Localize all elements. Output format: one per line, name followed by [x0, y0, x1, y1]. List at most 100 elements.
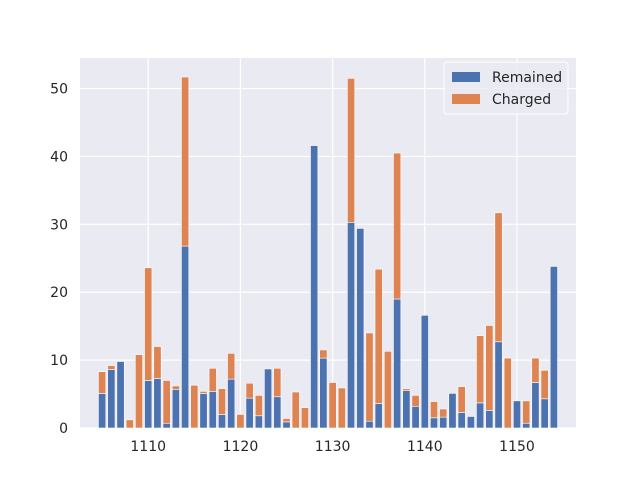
bar-remained	[208, 391, 217, 429]
bar-charged	[199, 391, 208, 394]
bar-remained	[264, 368, 273, 429]
bar-remained	[144, 380, 153, 429]
bar-charged	[291, 391, 300, 429]
bar-remained	[522, 422, 531, 429]
y-tick-label: 10	[50, 353, 68, 369]
bar-charged	[374, 268, 383, 404]
bar-remained	[227, 378, 236, 429]
bar-remained	[549, 266, 558, 429]
bar-remained	[116, 361, 125, 429]
bar-charged	[494, 212, 503, 343]
bar-charged	[439, 408, 448, 418]
bar-charged	[245, 382, 254, 399]
bar-remained	[107, 369, 116, 429]
y-tick-label: 40	[50, 149, 68, 165]
bar-remained	[153, 378, 162, 429]
bar-charged	[347, 78, 356, 223]
bar-charged	[365, 332, 374, 422]
bar-charged	[457, 386, 466, 413]
bar-remained	[282, 421, 291, 429]
bar-remained	[531, 382, 540, 429]
bar-remained	[365, 420, 374, 429]
bar-charged	[190, 384, 199, 429]
bar-charged	[181, 76, 190, 247]
bar-remained	[254, 415, 263, 429]
bar-remained	[476, 402, 485, 429]
bar-remained	[319, 357, 328, 429]
y-tick-label: 50	[50, 82, 68, 98]
bar-remained	[162, 422, 171, 429]
bar-remained	[411, 405, 420, 429]
bar-charged	[393, 152, 402, 300]
bar-charged	[227, 353, 236, 380]
bar-remained	[466, 416, 475, 429]
bar-charged	[476, 335, 485, 404]
y-tick-label: 30	[50, 217, 68, 233]
bar-charged	[144, 267, 153, 381]
bar-charged	[153, 346, 162, 379]
bar-remained	[98, 393, 107, 429]
x-tick-label: 1110	[130, 439, 166, 455]
bar-remained	[199, 393, 208, 429]
bar-charged	[217, 388, 226, 415]
bar-remained	[310, 145, 319, 429]
bar-charged	[411, 395, 420, 407]
bar-charged	[282, 418, 291, 423]
bar-charged	[402, 388, 411, 391]
bar-remained	[513, 400, 521, 429]
bar-remained	[217, 414, 226, 429]
bar-charged	[522, 400, 531, 424]
bar-charged	[503, 357, 512, 429]
bar-remained	[356, 228, 365, 429]
bar-remained	[402, 390, 411, 429]
legend: Remained Charged	[443, 61, 569, 115]
legend-swatch-charged	[452, 94, 480, 104]
plot-background	[80, 58, 576, 428]
bar-charged	[328, 382, 337, 429]
bar-charged	[236, 414, 245, 429]
bar-charged	[98, 371, 107, 394]
y-tick-label: 0	[59, 421, 68, 437]
bars	[98, 76, 558, 429]
bar-remained	[540, 398, 549, 429]
bar-charged	[208, 367, 217, 392]
bar-charged	[383, 350, 392, 429]
bar-charged	[135, 354, 143, 429]
bar-charged	[531, 357, 540, 383]
bar-charged	[540, 369, 549, 400]
bar-remained	[494, 341, 503, 429]
bar-remained	[485, 410, 494, 429]
x-tick-label: 1120	[223, 439, 259, 455]
bar-remained	[430, 417, 439, 429]
bar-remained	[439, 416, 448, 429]
bar-remained	[273, 396, 282, 429]
bar-charged	[171, 385, 180, 390]
bar-charged	[107, 365, 116, 370]
x-tick-label: 1130	[315, 439, 351, 455]
bar-charged	[300, 407, 309, 429]
bar-charged	[337, 387, 346, 429]
bar-remained	[393, 298, 402, 429]
y-tick-label: 20	[50, 285, 68, 301]
legend-label-charged: Charged	[492, 92, 551, 108]
bar-charged	[273, 367, 282, 398]
bar-remained	[347, 221, 356, 429]
bar-remained	[374, 403, 383, 429]
bar-remained	[245, 397, 254, 429]
bar-remained	[420, 315, 429, 429]
bar-remained	[457, 412, 466, 429]
legend-label-remained: Remained	[492, 70, 562, 86]
bar-remained	[181, 245, 190, 429]
x-axis-ticks: 1110 1120 1130 1140 1150	[130, 439, 534, 455]
bar-charged	[485, 325, 494, 411]
bar-charged	[254, 395, 263, 417]
x-tick-label: 1150	[499, 439, 535, 455]
legend-swatch-remained	[452, 72, 480, 82]
bar-charged	[430, 401, 439, 419]
y-axis-ticks: 0 10 20 30 40 50	[50, 82, 68, 437]
bar-remained	[171, 389, 180, 429]
bar-remained	[448, 393, 457, 429]
bar-charged	[125, 419, 134, 429]
bar-charged	[319, 349, 328, 359]
